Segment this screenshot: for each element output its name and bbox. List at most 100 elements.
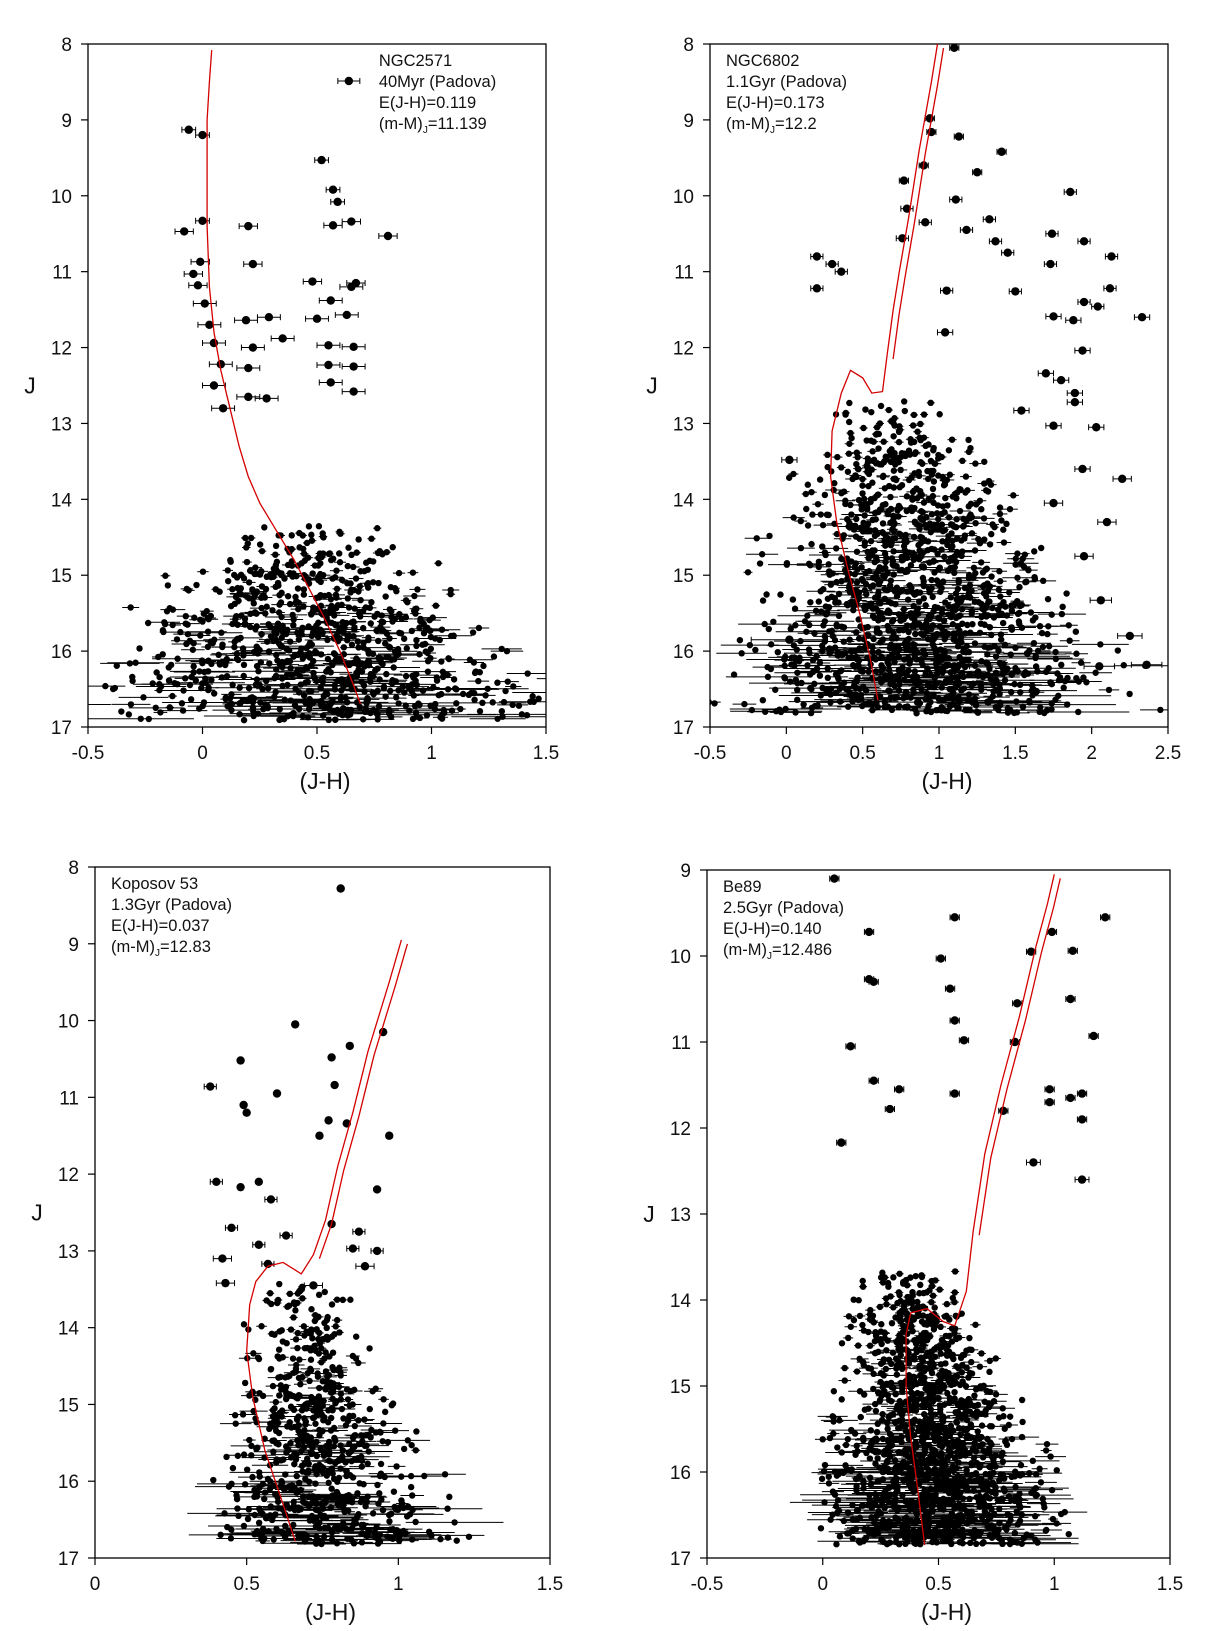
annotation: NGC6802 1.1Gyr (Padova) E(J-H)=0.173 (m-M)J… (726, 52, 847, 136)
y-tick-label: 11 (52, 263, 72, 284)
annotation: Be89 2.5Gyr (Padova) E(J-H)=0.140 (m-M)J=12… (723, 878, 844, 962)
y-axis-label: J (646, 373, 658, 399)
data-point (270, 334, 295, 343)
star-cloud (789, 1268, 1088, 1548)
y-tick-label: 13 (51, 414, 72, 435)
data-point (372, 1185, 382, 1194)
data-point (1045, 229, 1059, 238)
data-point (1074, 552, 1094, 561)
data-point (1091, 302, 1105, 311)
data-point (834, 267, 848, 276)
data-point (1037, 369, 1054, 378)
x-tick-label: 1 (934, 743, 945, 764)
x-tick-label: -0.5 (691, 1574, 724, 1595)
y-tick-label: 12 (51, 339, 72, 360)
x-tick-label: 1.5 (1002, 743, 1028, 764)
data-point (202, 381, 226, 390)
data-point (330, 1080, 339, 1090)
data-point (1066, 397, 1084, 407)
data-point (1077, 237, 1091, 246)
data-point (305, 314, 329, 323)
data-point (252, 1240, 266, 1249)
data-point (1074, 346, 1091, 355)
y-axis-label: J (24, 373, 36, 399)
data-point (339, 282, 364, 292)
data-point (341, 217, 362, 226)
data-point (953, 132, 964, 141)
plot-area (88, 50, 546, 724)
data-point (341, 362, 366, 371)
data-point (868, 977, 879, 986)
x-tick-label: 0 (197, 743, 208, 764)
x-tick-label: 1 (426, 743, 437, 764)
data-point (949, 1089, 960, 1098)
data-point (202, 338, 226, 348)
data-point (315, 1131, 324, 1140)
legend-marker (337, 76, 361, 86)
y-tick-label: 10 (58, 1012, 79, 1033)
data-point (378, 231, 398, 241)
data-point (998, 1106, 1009, 1116)
data-point (192, 299, 217, 308)
data-point (944, 984, 956, 993)
data-point (1089, 596, 1113, 605)
data-point (334, 310, 359, 320)
data-point (949, 195, 963, 204)
plot-area (789, 874, 1111, 1548)
x-tick-label: -0.5 (694, 743, 727, 764)
star-cloud (88, 523, 546, 724)
y-tick-label: 11 (674, 263, 694, 284)
data-point (972, 168, 983, 177)
x-tick-label: 2.5 (1155, 743, 1181, 764)
annotation-line: Koposov 53 (111, 875, 198, 893)
data-point (918, 218, 932, 227)
x-axis-label: (J-H) (921, 768, 972, 794)
data-point (209, 1177, 223, 1186)
y-tick-label: 15 (670, 1377, 691, 1398)
y-tick-label: 12 (670, 1119, 691, 1140)
y-tick-label: 14 (58, 1319, 80, 1340)
y-tick-label: 13 (670, 1205, 691, 1226)
y-tick-label: 16 (51, 642, 72, 663)
y-tick-label: 11 (59, 1088, 79, 1109)
data-point (1097, 517, 1117, 527)
data-point (868, 1076, 879, 1085)
data-point (1046, 927, 1058, 937)
isochrone-line (246, 939, 403, 1542)
data-point (264, 1195, 278, 1204)
data-point (325, 185, 341, 194)
data-point (243, 259, 263, 269)
data-point (203, 1082, 217, 1091)
y-tick-label: 8 (683, 35, 694, 56)
x-axis-label: (J-H) (299, 768, 350, 794)
y-tick-label: 12 (58, 1165, 79, 1186)
y-tick-label: 17 (673, 718, 694, 739)
data-point (900, 204, 914, 213)
y-tick-label: 8 (61, 35, 72, 56)
data-point (256, 313, 281, 322)
annotation-line: 40Myr (Padova) (379, 73, 496, 91)
data-point (240, 343, 265, 352)
data-point (781, 455, 798, 465)
isochrone-branch (978, 878, 1061, 1236)
y-tick-label: 14 (670, 1291, 692, 1312)
distance-modulus: (m-M)J=12.83 (111, 938, 211, 959)
data-point (1112, 474, 1132, 484)
annotation-line: E(J-H)=0.173 (726, 94, 825, 112)
y-tick-label: 10 (51, 187, 72, 208)
annotation-line: E(J-H)=0.140 (723, 920, 822, 938)
data-point (224, 1223, 239, 1233)
x-tick-label: 1 (393, 1574, 404, 1595)
data-point (1065, 316, 1082, 325)
data-point (924, 114, 935, 123)
y-axis-label: J (31, 1200, 43, 1226)
data-point (314, 155, 329, 165)
star-cloud (710, 398, 1168, 717)
y-tick-label: 16 (673, 642, 694, 663)
data-point (174, 227, 194, 236)
data-point (810, 284, 824, 293)
x-axis-label: (J-H) (921, 1599, 972, 1625)
data-point (938, 662, 971, 671)
isochrone-branch (318, 943, 409, 1259)
